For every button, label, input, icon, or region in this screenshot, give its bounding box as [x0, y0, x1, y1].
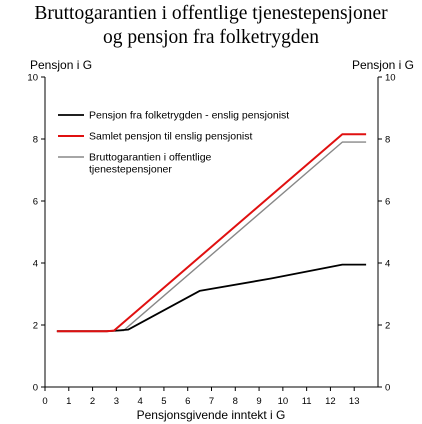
x-axis-label: Pensjonsgivende inntekt i G: [136, 408, 286, 422]
y-axis-label-right: Pensjon i G: [351, 58, 414, 72]
y-tick-label-right-4: 4: [385, 259, 390, 270]
y-tick-label-left-6: 6: [33, 197, 38, 208]
chart-title-line-1: Bruttogarantien i offentlige tjenestepen…: [34, 3, 388, 24]
chart-title-line-2: og pensjon fra folketrygden: [102, 27, 320, 48]
x-tick-label-3: 3: [114, 396, 119, 407]
x-tick-label-12: 12: [325, 396, 336, 407]
legend-label-3-line-1: Bruttogarantien i offentlige: [89, 152, 212, 164]
y-tick-label-right-6: 6: [385, 197, 390, 208]
y-tick-label-right-8: 8: [385, 135, 390, 146]
y-axis-label-left: Pensjon i G: [30, 58, 93, 72]
y-tick-label-left-4: 4: [33, 259, 38, 270]
series-line-2: [56, 133, 367, 333]
x-tick-label-4: 4: [137, 396, 142, 407]
legend-label-1: Pensjon fra folketrygden - enslig pensjo…: [89, 110, 289, 122]
x-tick-label-13: 13: [349, 396, 360, 407]
x-tick-label-2: 2: [90, 396, 95, 407]
series-line-1: [56, 263, 367, 333]
y-tick-label-left-8: 8: [33, 135, 38, 146]
y-tick-label-right-10: 10: [385, 73, 396, 84]
y-tick-label-left-10: 10: [27, 73, 38, 84]
x-tick-label-8: 8: [233, 396, 238, 407]
legend-label-3-line-2: tjenestepensjoner: [89, 164, 172, 176]
x-tick-label-6: 6: [185, 396, 190, 407]
x-tick-label-0: 0: [42, 396, 47, 407]
x-tick-label-5: 5: [161, 396, 166, 407]
x-tick-label-9: 9: [256, 396, 261, 407]
y-tick-label-left-0: 0: [33, 383, 38, 394]
y-tick-label-left-2: 2: [33, 321, 38, 332]
y-tick-label-right-2: 2: [385, 321, 390, 332]
x-tick-label-1: 1: [66, 396, 71, 407]
chart-title: Bruttogarantien i offentlige tjenestepen…: [0, 2, 422, 50]
y-tick-label-right-0: 0: [385, 383, 390, 394]
x-tick-label-11: 11: [302, 396, 312, 407]
x-tick-label-7: 7: [209, 396, 214, 407]
x-tick-label-10: 10: [278, 396, 289, 407]
legend-label-2: Samlet pensjon til enslig pensjonist: [89, 131, 253, 143]
